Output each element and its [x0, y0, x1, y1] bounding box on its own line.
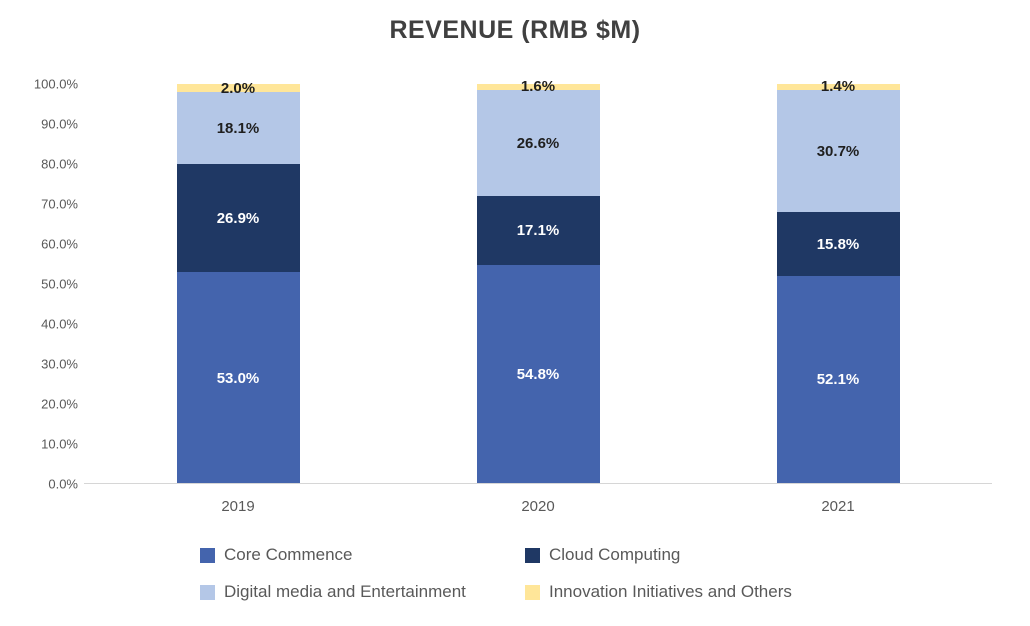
legend-item-digital-media-and-entertainment: Digital media and Entertainment [200, 582, 525, 602]
data-label: 26.6% [516, 134, 560, 152]
y-tick-label: 60.0% [41, 236, 78, 252]
legend-label: Core Commence [224, 545, 353, 564]
data-label: 52.1% [816, 371, 860, 389]
data-label: 1.6% [520, 78, 556, 96]
x-tick-label: 2020 [521, 498, 555, 515]
legend-label: Cloud Computing [549, 545, 681, 564]
legend: Core Commence Cloud Computing Digital medi… [200, 545, 850, 619]
data-label: 18.1% [216, 119, 260, 137]
y-tick-label: 40.0% [41, 316, 78, 332]
bars-container: 53.0% 26.9% 18.1% 2.0% 54.8% 17.1% 26.6% 1.6% 52… [88, 79, 988, 484]
legend-row: Core Commence Cloud Computing [200, 545, 850, 565]
data-label: 1.4% [820, 78, 856, 96]
y-tick-label: 10.0% [41, 436, 78, 452]
legend-item-core-commence: Core Commence [200, 545, 525, 565]
legend-item-innovation-initiatives-and-others: Innovation Initiatives and Others [525, 582, 850, 602]
segment-digital-media-and-entertainment: 26.6% [476, 90, 600, 197]
segment-core-commence: 54.8% [476, 264, 600, 484]
x-tick-label: 2019 [221, 498, 255, 515]
segment-core-commence: 53.0% [176, 272, 300, 484]
y-tick-label: 100.0% [33, 76, 78, 92]
segment-cloud-computing: 17.1% [476, 196, 600, 265]
y-tick-label: 70.0% [41, 196, 78, 212]
legend-swatch-icon [525, 584, 540, 600]
legend-item-cloud-computing: Cloud Computing [525, 545, 850, 565]
segment-core-commence: 52.1% [776, 275, 900, 484]
y-tick-label: 30.0% [41, 356, 78, 372]
legend-label: Innovation Initiatives and Others [549, 582, 792, 601]
plot-area: 0.0% 10.0% 20.0% 30.0% 40.0% 50.0% 60.0% 70.0% 8… [34, 77, 992, 492]
segment-innovation-initiatives-and-others: 2.0% [176, 81, 300, 96]
segment-innovation-initiatives-and-others: 1.6% [476, 79, 600, 94]
segment-digital-media-and-entertainment: 18.1% [176, 92, 300, 165]
data-label: 54.8% [516, 365, 560, 383]
segment-cloud-computing: 15.8% [776, 212, 900, 276]
legend-label: Digital media and Entertainment [224, 582, 466, 601]
data-label: 53.0% [216, 369, 260, 387]
y-tick-label: 50.0% [41, 276, 78, 292]
y-tick-label: 90.0% [41, 116, 78, 132]
data-label: 17.1% [516, 222, 560, 240]
segment-digital-media-and-entertainment: 30.7% [776, 89, 900, 213]
x-tick-label: 2021 [821, 498, 855, 515]
bar-slot-2021: 52.1% 15.8% 30.7% 1.4% [688, 79, 988, 484]
y-tick-label: 80.0% [41, 156, 78, 172]
legend-row: Digital media and Entertainment Innovatio… [200, 582, 850, 602]
segment-cloud-computing: 26.9% [176, 164, 300, 272]
legend-swatch-icon [525, 547, 540, 563]
y-tick-label: 0.0% [48, 476, 78, 492]
bar-slot-2019: 53.0% 26.9% 18.1% 2.0% [88, 81, 388, 484]
chart-title: REVENUE (RMB $M) [389, 16, 641, 44]
segment-innovation-initiatives-and-others: 1.4% [776, 79, 900, 94]
y-tick-label: 20.0% [41, 396, 78, 412]
legend-swatch-icon [200, 547, 215, 563]
x-axis-line [84, 483, 992, 484]
stacked-bar-2021: 52.1% 15.8% 30.7% 1.4% [776, 79, 900, 484]
stacked-bar-2019: 53.0% 26.9% 18.1% 2.0% [176, 81, 300, 484]
data-label: 2.0% [220, 79, 256, 97]
bar-slot-2020: 54.8% 17.1% 26.6% 1.6% [388, 79, 688, 484]
data-label: 30.7% [816, 142, 860, 160]
legend-swatch-icon [200, 584, 215, 600]
stacked-bar-2020: 54.8% 17.1% 26.6% 1.6% [476, 79, 600, 484]
data-label: 26.9% [216, 209, 260, 227]
data-label: 15.8% [816, 235, 860, 253]
x-axis-labels: 2019 2020 2021 [88, 498, 988, 515]
